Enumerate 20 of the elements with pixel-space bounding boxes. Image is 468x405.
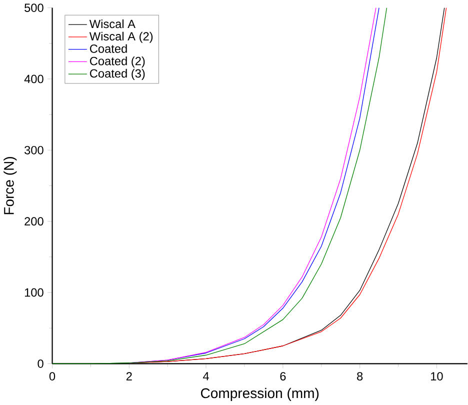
- y-tick-label: 500: [24, 4, 44, 12]
- y-tick-label: 400: [24, 75, 44, 84]
- y-tick-label: 200: [24, 217, 44, 226]
- x-tick-label: 0: [49, 372, 56, 381]
- legend-label: Coated (2): [90, 56, 145, 68]
- legend-label: Coated: [90, 44, 127, 54]
- y-axis-title: Force (N): [4, 157, 17, 214]
- y-tick-label: 300: [24, 146, 44, 155]
- x-tick-label: 4: [203, 372, 209, 380]
- line-series: [128, 8, 447, 364]
- x-axis-title: Compression (mm): [200, 388, 319, 402]
- legend-label: Coated (3): [90, 69, 145, 80]
- y-tick-label: 0: [38, 360, 44, 368]
- x-tick-label: 2: [126, 372, 132, 381]
- legend-label: Wiscal A (2): [89, 32, 153, 44]
- x-tick-label: 6: [280, 372, 286, 381]
- y-tick-label: 100: [24, 288, 44, 297]
- legend-label: Wiscal A: [89, 20, 136, 28]
- x-tick-label: 8: [357, 372, 363, 381]
- x-tick-label: 10: [431, 372, 443, 381]
